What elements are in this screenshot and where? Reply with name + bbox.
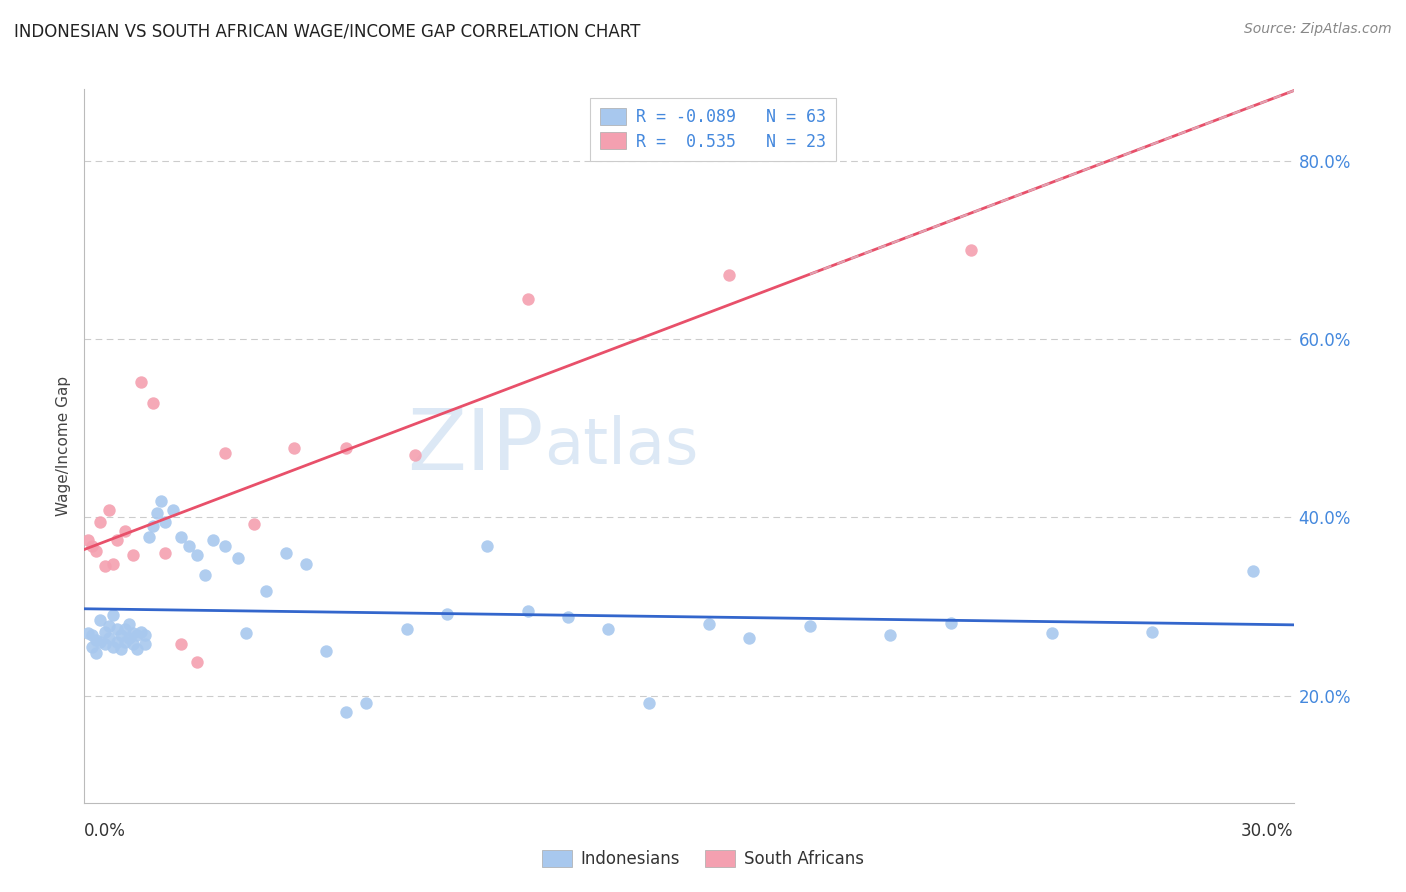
Point [162,503,184,517]
Point [395,622,418,636]
Point [142,519,165,533]
Y-axis label: Wage/Income Gap: Wage/Income Gap [56,376,72,516]
Point [335,705,357,719]
Point [186,548,208,562]
Point [93,637,115,651]
Point [179,539,201,553]
Point [477,539,499,553]
Point [138,530,160,544]
Point [121,637,143,651]
Text: 0.0%: 0.0% [84,822,127,840]
Point [356,696,378,710]
Point [315,644,337,658]
Point [129,375,152,389]
Point [1040,626,1063,640]
Point [170,530,193,544]
Point [82,640,104,654]
Point [82,539,104,553]
Text: Source: ZipAtlas.com: Source: ZipAtlas.com [1244,22,1392,37]
Point [254,583,277,598]
Point [89,515,111,529]
Point [121,626,143,640]
Point [149,494,172,508]
Point [637,696,659,710]
Point [134,628,156,642]
Point [738,631,761,645]
Point [97,619,120,633]
Point [118,631,141,645]
Point [77,626,100,640]
Point [93,559,115,574]
Point [718,268,741,282]
Point [97,503,120,517]
Point [82,628,104,642]
Point [97,631,120,645]
Point [118,617,141,632]
Point [170,637,193,651]
Point [110,642,132,657]
Text: ZIP: ZIP [408,404,544,488]
Point [799,619,821,633]
Point [194,568,217,582]
Point [105,635,128,649]
Point [101,557,124,571]
Point [86,633,108,648]
Point [114,635,136,649]
Point [105,533,128,547]
Point [960,243,983,257]
Point [134,637,156,651]
Point [125,642,148,657]
Point [86,646,108,660]
Point [86,544,108,558]
Point [1142,624,1164,639]
Point [125,628,148,642]
Point [153,515,176,529]
Point [121,548,143,562]
Text: 30.0%: 30.0% [1241,822,1294,840]
Point [879,628,901,642]
Point [242,517,264,532]
Point [89,613,111,627]
Point [114,622,136,636]
Point [598,622,620,636]
Point [235,626,257,640]
Point [557,610,579,624]
Legend: Indonesians, South Africans: Indonesians, South Africans [536,843,870,875]
Point [186,655,208,669]
Point [274,546,297,560]
Legend: R = -0.089   N = 63, R =  0.535   N = 23: R = -0.089 N = 63, R = 0.535 N = 23 [589,97,837,161]
Point [516,604,538,618]
Point [516,292,538,306]
Point [93,624,115,639]
Point [110,628,132,642]
Point [436,607,458,621]
Point [101,640,124,654]
Point [283,441,305,455]
Text: INDONESIAN VS SOUTH AFRICAN WAGE/INCOME GAP CORRELATION CHART: INDONESIAN VS SOUTH AFRICAN WAGE/INCOME … [14,22,641,40]
Point [335,441,357,455]
Point [129,624,152,639]
Point [697,617,720,632]
Point [226,550,249,565]
Point [214,539,236,553]
Point [146,506,169,520]
Point [1241,564,1264,578]
Text: atlas: atlas [544,415,699,477]
Point [153,546,176,560]
Point [202,533,225,547]
Point [105,622,128,636]
Point [404,448,426,462]
Point [142,396,165,410]
Point [214,446,236,460]
Point [77,533,100,547]
Point [89,635,111,649]
Point [939,615,962,630]
Point [295,557,318,571]
Point [114,524,136,538]
Point [101,608,124,623]
